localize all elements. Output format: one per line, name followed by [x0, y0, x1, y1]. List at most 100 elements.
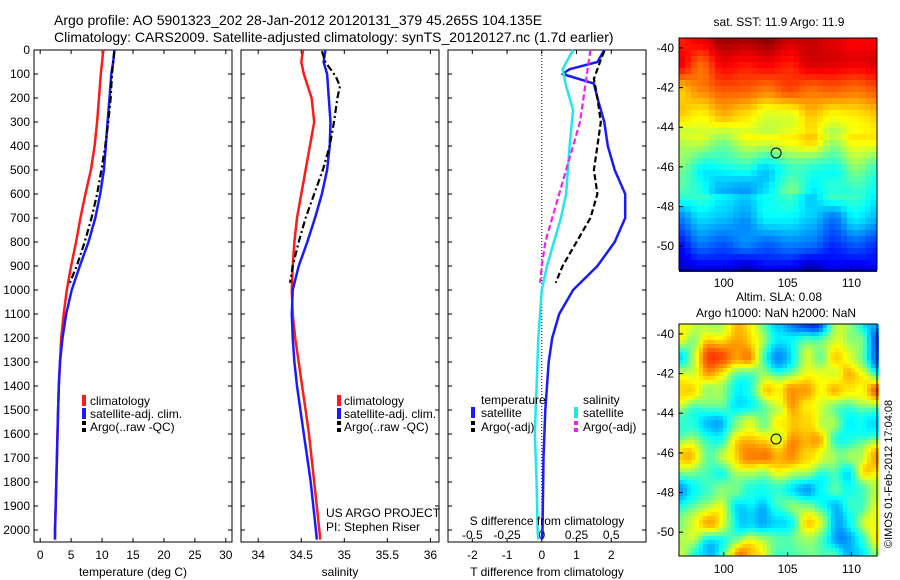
sla-cell [783, 404, 787, 408]
sla-cell [863, 400, 867, 404]
sla-cell [863, 472, 867, 476]
sla-cell [827, 456, 831, 460]
sla-cell [763, 392, 767, 396]
sla-xtick-label: 110 [842, 562, 861, 576]
sst-cell [847, 86, 853, 92]
sla-cell [819, 444, 823, 448]
sla-cell [827, 396, 831, 400]
sla-cell [699, 512, 703, 516]
header-line-2: Climatology: CARS2009. Satellite-adjuste… [54, 29, 614, 45]
sst-cell [733, 170, 739, 176]
sla-cell [719, 336, 723, 340]
sla-cell [683, 476, 687, 480]
sla-cell [739, 548, 743, 552]
sst-cell [847, 224, 853, 230]
sst-cell [733, 164, 739, 170]
sla-cell [823, 328, 827, 332]
sla-cell [695, 540, 699, 544]
sla-cell [855, 424, 859, 428]
diff-legend-swatch-s-satellite [574, 407, 578, 418]
sst-cell [769, 164, 775, 170]
sst-cell [715, 260, 721, 266]
sla-cell [723, 412, 727, 416]
sla-cell [783, 348, 787, 352]
sla-cell [827, 532, 831, 536]
sla-cell [867, 456, 871, 460]
sla-cell [831, 500, 835, 504]
sla-cell [723, 340, 727, 344]
sla-cell [719, 360, 723, 364]
sst-cell [709, 86, 715, 92]
sla-cell [731, 388, 735, 392]
sla-cell [771, 496, 775, 500]
sla-cell [795, 368, 799, 372]
sla-cell [683, 400, 687, 404]
sla-cell [795, 372, 799, 376]
sla-cell [771, 380, 775, 384]
sla-cell [679, 412, 683, 416]
sla-cell [735, 436, 739, 440]
sla-cell [747, 376, 751, 380]
sla-cell [823, 404, 827, 408]
sla-cell [795, 360, 799, 364]
sst-cell [805, 152, 811, 158]
sla-cell [863, 476, 867, 480]
sst-cell [775, 152, 781, 158]
sla-cell [727, 448, 731, 452]
sla-cell [695, 536, 699, 540]
sla-cell [691, 404, 695, 408]
sla-cell [755, 340, 759, 344]
sla-cell [731, 516, 735, 520]
sst-cell [865, 254, 871, 260]
sla-cell [847, 336, 851, 340]
sst-cell [847, 92, 853, 98]
sla-cell [767, 336, 771, 340]
sla-cell [843, 540, 847, 544]
sla-cell [759, 392, 763, 396]
sla-cell [811, 392, 815, 396]
sla-cell [763, 444, 767, 448]
sla-cell [779, 504, 783, 508]
sla-cell [827, 392, 831, 396]
sla-cell [719, 520, 723, 524]
sla-cell [759, 460, 763, 464]
sla-cell [791, 516, 795, 520]
sla-cell [723, 416, 727, 420]
sla-cell [831, 504, 835, 508]
sla-cell [715, 360, 719, 364]
sst-cell [691, 116, 697, 122]
sla-cell [767, 384, 771, 388]
sst-cell [769, 98, 775, 104]
sla-cell [691, 416, 695, 420]
sst-cell [787, 50, 793, 56]
sla-cell [811, 488, 815, 492]
sst-cell [865, 146, 871, 152]
sla-cell [835, 464, 839, 468]
temperature-axes-frame [33, 49, 233, 543]
sla-cell [707, 472, 711, 476]
sla-cell [735, 396, 739, 400]
depth-tick-label: 1100 [4, 307, 30, 321]
sla-cell [795, 532, 799, 536]
sla-cell [759, 452, 763, 456]
sst-cell [859, 122, 865, 128]
sla-cell [703, 484, 707, 488]
sla-cell [711, 488, 715, 492]
sst-cell [829, 62, 835, 68]
sla-cell [791, 524, 795, 528]
sst-cell [703, 218, 709, 224]
sla-cell [743, 388, 747, 392]
sla-cell [795, 392, 799, 396]
sst-cell [829, 38, 835, 44]
sla-cell [815, 504, 819, 508]
sla-cell [867, 348, 871, 352]
sla-cell [751, 368, 755, 372]
sla-cell [683, 448, 687, 452]
sla-cell [839, 536, 843, 540]
sla-cell [699, 476, 703, 480]
sla-cell [815, 332, 819, 336]
sla-cell [687, 440, 691, 444]
sla-cell [715, 496, 719, 500]
sla-cell [775, 492, 779, 496]
sla-cell [791, 492, 795, 496]
